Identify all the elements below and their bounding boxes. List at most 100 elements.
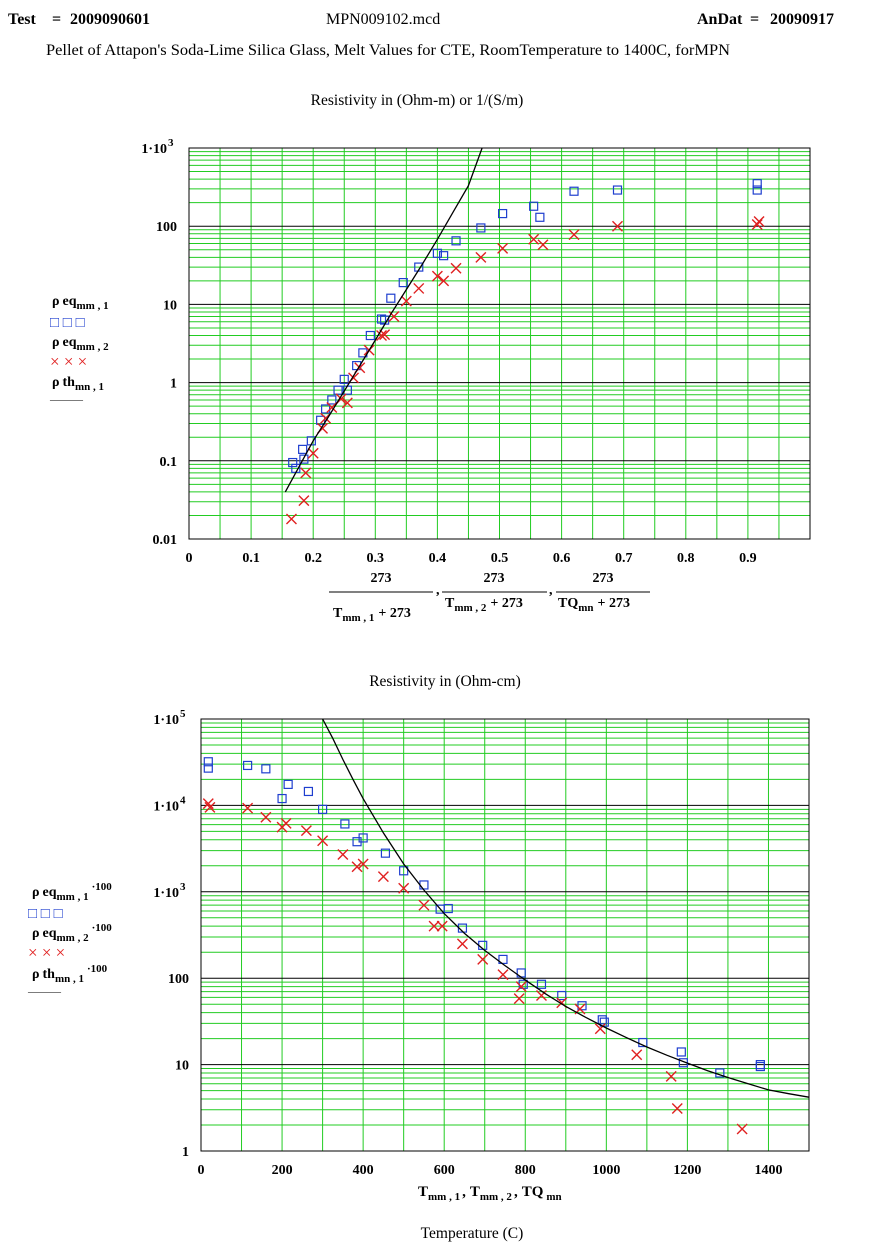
c1-point-square [327, 395, 337, 405]
chart-1-legend-entry-3: ρ thmn , 1 [52, 375, 104, 393]
chart-2-legend-entry-3-name: th [43, 967, 56, 982]
c2-y-tick-label: 100 [168, 972, 189, 987]
c1-point-x [753, 215, 765, 227]
chart-1-legend: ρ eqmm , 1 □ □ □ ρ eqmm , 2 × × × ρ thmn , … [49, 294, 109, 406]
c1-y-tick-label: 0.01 [153, 533, 178, 548]
c2-point-x [204, 801, 216, 813]
c1-x-tick-label: 0 [186, 551, 193, 566]
chart-2-x-axis-label: Tmm , 1, Tmm , 2, TQ mn [418, 1184, 562, 1203]
c2-point-square [203, 763, 213, 773]
chart-1-xlabel-num-1: 273 [371, 571, 392, 586]
c2-y-tick-label: 1·10 [153, 886, 179, 901]
chart-2-footer-label: Temperature (C) [421, 1225, 524, 1242]
chart-2-legend-entry-2-name: eq [43, 926, 57, 941]
c2-point-square [283, 779, 293, 790]
c1-point-square [752, 185, 762, 195]
chart-2-xlabel: Tmm , 1, Tmm , 2, TQ mn [418, 1184, 562, 1203]
chart-1-legend-entry-2-sub: mm , 2 [77, 341, 110, 353]
chart-1-legend-entry-1-name: eq [63, 294, 77, 309]
chart-1-xlabel-den-1: Tmm , 1 + 273 [333, 606, 411, 624]
c2-point-square [536, 979, 547, 989]
c1-point-x [528, 233, 540, 245]
chart-2-legend-marker-3: ——— [27, 986, 62, 998]
c1-point-x [537, 239, 549, 251]
c1-point-x [475, 251, 487, 263]
c1-point-x [376, 330, 388, 342]
c2-point-x [428, 920, 440, 932]
c2-point-square [755, 1061, 765, 1072]
c2-point-x [736, 1123, 748, 1135]
chart-1-legend-entry-3-symbol: ρ [52, 375, 60, 390]
chart-2-xlabel-t3-sub: mn [546, 1191, 561, 1203]
c2-point-square [638, 1037, 648, 1048]
c1-point-x [413, 282, 425, 294]
c1-y-tick-label: 1·10 [141, 142, 167, 157]
c2-point-x [202, 798, 214, 810]
c2-series-line [322, 719, 809, 1098]
c1-point-square [752, 179, 762, 189]
chart-2-legend-entry-1-name: eq [43, 885, 57, 900]
c1-y-tick-label: 0.1 [160, 455, 178, 470]
c1-point-square [298, 444, 308, 454]
chart-1-xlabel-sep-2: , [549, 583, 553, 598]
chart-2-legend-entry-2-sup: ·100 [92, 922, 113, 934]
chart-1-legend-marker-2: × × × [50, 352, 87, 371]
chart-2-legend-entry-2-symbol: ρ [32, 926, 40, 941]
c2-point-square [261, 764, 271, 774]
c2-point-square [443, 903, 453, 914]
c1-point-square [376, 314, 387, 324]
c1-y-tick-label: 1 [170, 377, 177, 392]
andat-label: AnDat [697, 11, 743, 28]
chart-1-xlabel-den-1-plus: + 273 [378, 606, 410, 621]
c2-point-x [357, 858, 369, 870]
chart-1-xlabel-num-3: 273 [593, 571, 614, 586]
c2-point-x [351, 861, 363, 873]
c2-point-x [513, 993, 525, 1005]
chart-1-legend-entry-1-sub: mm , 1 [77, 300, 109, 312]
c2-point-x [300, 825, 312, 837]
c2-point-x [317, 835, 329, 847]
chart-2-xlabel-t1-var: T [418, 1184, 428, 1200]
c1-point-square [333, 385, 343, 395]
chart-2-legend-entry-1-sub: mm , 1 [57, 891, 89, 903]
chart-1: Resistivity in (Ohm-m) or 1/(S/m) 0.01 0.… [49, 92, 811, 624]
c1-point-square [432, 248, 442, 258]
c2-point-square [676, 1047, 686, 1057]
c2-point-square [277, 793, 287, 804]
chart-1-legend-marker-3: ——— [49, 394, 84, 406]
c2-y-tick-label: 10 [175, 1059, 189, 1074]
chart-1-xlabel-den-2: Tmm , 2 + 273 [445, 596, 523, 614]
chart-2-legend-marker-1: □ □ □ [28, 906, 63, 922]
chart-2-legend-entry-3-symbol: ρ [32, 967, 40, 982]
chart-1-title: Resistivity in (Ohm-m) or 1/(S/m) [311, 92, 524, 109]
c2-point-square [380, 848, 391, 858]
chart-2-xlabel-t2-var: T [470, 1184, 480, 1200]
c1-point-x [568, 229, 580, 241]
chart-2-legend-entry-3-sub: mn , 1 [55, 973, 84, 985]
c1-point-x [285, 513, 297, 525]
c2-y-tick-exponent: 4 [180, 794, 186, 806]
file-name: MPN009102.mcd [326, 11, 440, 28]
chart-1-xlabel-den-2-plus: + 273 [490, 596, 522, 611]
c2-point-square [557, 990, 567, 1001]
c1-point-x [497, 242, 509, 254]
c1-point-x [341, 397, 353, 409]
c2-point-square [358, 833, 368, 843]
chart-1-grid [189, 147, 810, 540]
andat-value: 20090917 [770, 11, 834, 28]
c1-point-square [439, 251, 449, 261]
chart-1-xlabel-num-2: 273 [484, 571, 505, 586]
chart-1-legend-entry-2-name: eq [63, 335, 77, 350]
chart-2-legend-entry-2-sub: mm , 2 [57, 932, 90, 944]
chart-1-xlabel-den-3-plus: + 273 [598, 596, 630, 611]
c2-point-square [599, 1017, 609, 1027]
c2-point-square [318, 804, 328, 814]
c1-x-tick-label: 0.2 [304, 551, 322, 566]
c1-y-tick-exponent: 3 [168, 137, 174, 149]
chart-1-legend-marker-1: □ □ □ [50, 315, 85, 331]
c1-point-x [300, 467, 312, 479]
c1-x-tick-label: 0.9 [739, 551, 757, 566]
chart-1-legend-entry-2-symbol: ρ [52, 335, 60, 350]
c2-point-x [535, 990, 547, 1002]
chart-1-marks [284, 148, 765, 525]
